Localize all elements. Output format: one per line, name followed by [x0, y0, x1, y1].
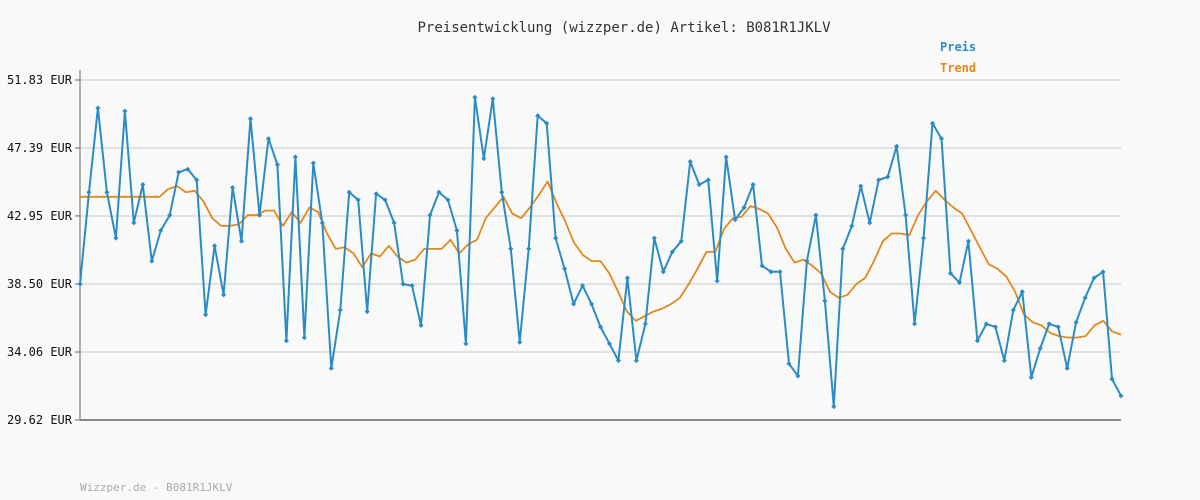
y-tick-label: 47.39 EUR — [7, 141, 73, 155]
grid-lines — [80, 70, 1121, 421]
data-point — [795, 373, 801, 379]
data-point — [113, 235, 119, 241]
data-point — [858, 183, 864, 189]
data-point — [938, 136, 945, 142]
series-group — [77, 94, 1124, 410]
data-point — [400, 281, 406, 287]
data-point — [580, 283, 586, 289]
data-point — [409, 283, 415, 289]
y-axis: 51.83 EUR 47.39 EUR 42.95 EUR 38.50 EUR 34.0… — [7, 70, 81, 427]
legend: Preis Trend — [940, 40, 976, 75]
data-point — [947, 270, 954, 276]
data-point — [238, 238, 245, 244]
data-point — [804, 258, 810, 264]
data-point — [77, 281, 83, 287]
data-point — [337, 307, 343, 313]
data-point — [822, 298, 828, 304]
data-point — [292, 154, 298, 160]
data-point — [660, 269, 666, 275]
data-point — [1064, 365, 1070, 371]
data-point — [903, 212, 909, 218]
data-point — [355, 197, 361, 203]
data-point — [912, 321, 918, 327]
data-point — [750, 182, 756, 188]
data-point — [1082, 295, 1088, 301]
data-point — [346, 189, 352, 195]
data-point — [176, 169, 182, 175]
legend-entry-trend: Trend — [940, 61, 976, 75]
data-point — [328, 365, 334, 371]
data-point — [597, 324, 604, 330]
data-point — [974, 338, 980, 344]
data-point — [553, 235, 559, 241]
data-point — [265, 136, 272, 142]
data-point — [373, 191, 379, 197]
data-point — [122, 108, 128, 114]
data-point — [185, 166, 191, 172]
data-point — [454, 227, 460, 234]
data-point — [104, 189, 110, 195]
data-point — [1001, 358, 1007, 364]
data-point — [158, 227, 164, 234]
data-point — [418, 322, 424, 328]
data-point — [1028, 374, 1034, 380]
data-point — [562, 266, 568, 272]
chart-title: Preisentwicklung (wizzper.de) Artikel: B… — [417, 20, 831, 36]
data-point — [212, 243, 218, 249]
data-point — [768, 269, 774, 275]
data-point — [203, 312, 209, 318]
data-point — [633, 358, 639, 364]
data-point — [301, 335, 307, 341]
y-tick-label: 38.50 EUR — [7, 277, 73, 291]
data-point — [427, 212, 433, 218]
data-point — [283, 338, 289, 344]
data-point — [705, 177, 711, 183]
data-point — [624, 275, 630, 281]
data-point — [230, 185, 236, 191]
data-point — [786, 361, 792, 367]
y-tick-label: 29.62 EUR — [7, 413, 73, 427]
data-point — [391, 220, 397, 226]
data-point — [310, 160, 316, 166]
data-point — [274, 162, 280, 168]
data-point — [149, 258, 155, 264]
data-point — [606, 341, 613, 347]
data-point — [86, 189, 92, 195]
data-point — [759, 263, 765, 269]
data-point — [364, 309, 370, 315]
plot-area — [80, 70, 1121, 420]
data-point — [1055, 324, 1061, 330]
data-point — [167, 212, 173, 218]
data-point — [1100, 269, 1106, 275]
y-tick-label: 42.95 EUR — [7, 209, 73, 223]
data-point — [992, 324, 998, 330]
footer-credit: Wizzper.de - B081R1JKLV — [80, 481, 233, 494]
data-point — [1073, 319, 1079, 325]
data-point — [463, 341, 469, 347]
data-point — [1019, 289, 1025, 295]
data-point — [651, 235, 657, 241]
legend-entry-preis: Preis — [940, 40, 976, 54]
data-point — [131, 220, 137, 226]
data-point — [1091, 275, 1097, 281]
data-point — [1118, 393, 1124, 399]
data-point — [221, 292, 227, 298]
series-line-trend — [80, 180, 1122, 339]
y-tick-label: 34.06 EUR — [7, 345, 73, 359]
data-point — [140, 182, 146, 188]
y-tick-label: 51.83 EUR — [7, 73, 73, 87]
data-point — [95, 105, 101, 111]
data-point — [1037, 345, 1043, 351]
